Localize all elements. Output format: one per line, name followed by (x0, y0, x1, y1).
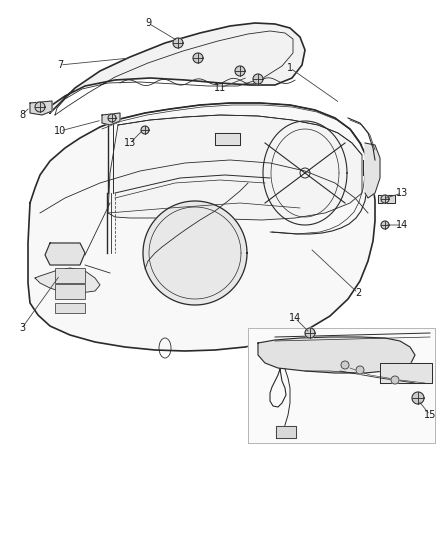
Polygon shape (50, 23, 305, 113)
Polygon shape (380, 363, 432, 383)
Text: 11: 11 (214, 83, 226, 93)
Polygon shape (276, 426, 296, 438)
Text: 14: 14 (396, 220, 408, 230)
Text: 1: 1 (287, 63, 293, 73)
Text: 3: 3 (19, 323, 25, 333)
Polygon shape (258, 337, 415, 373)
Bar (55, 268, 85, 283)
Polygon shape (28, 103, 375, 351)
Circle shape (356, 366, 364, 374)
Polygon shape (193, 53, 203, 63)
Polygon shape (35, 268, 100, 293)
Text: 13: 13 (124, 138, 136, 148)
Text: 2: 2 (355, 288, 361, 298)
Circle shape (391, 376, 399, 384)
Text: 13: 13 (396, 188, 408, 198)
Circle shape (341, 361, 349, 369)
Polygon shape (215, 133, 240, 145)
Polygon shape (412, 392, 424, 404)
Polygon shape (45, 243, 85, 265)
Polygon shape (381, 221, 389, 229)
Polygon shape (108, 114, 116, 122)
Polygon shape (365, 143, 380, 198)
Polygon shape (143, 201, 247, 305)
Text: 9: 9 (145, 18, 151, 28)
Bar (55, 303, 85, 313)
Polygon shape (305, 328, 315, 338)
Text: 7: 7 (57, 60, 63, 70)
Text: 10: 10 (54, 126, 66, 136)
Polygon shape (102, 113, 120, 125)
Polygon shape (253, 74, 263, 84)
Polygon shape (235, 66, 245, 76)
Text: 14: 14 (289, 313, 301, 323)
Text: 15: 15 (424, 410, 436, 420)
Polygon shape (378, 195, 395, 203)
Polygon shape (173, 38, 183, 48)
Text: 8: 8 (19, 110, 25, 120)
Polygon shape (381, 195, 389, 203)
Polygon shape (248, 328, 435, 443)
Bar (55, 284, 85, 299)
Polygon shape (30, 101, 52, 115)
Polygon shape (108, 115, 362, 220)
Polygon shape (141, 126, 149, 134)
Polygon shape (35, 102, 45, 112)
